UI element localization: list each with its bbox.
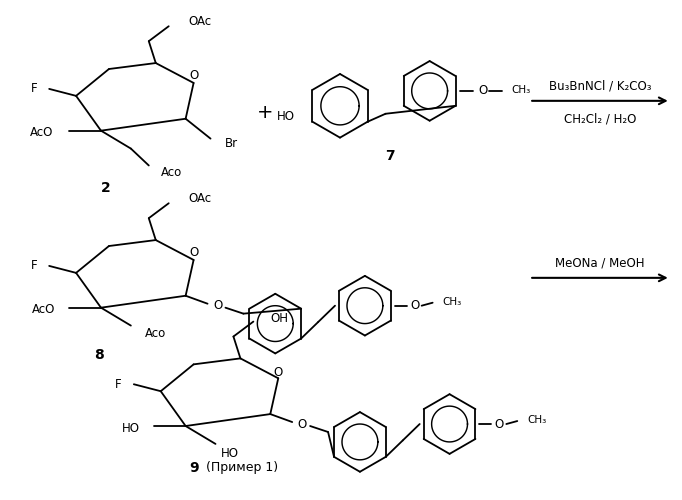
Text: HO: HO bbox=[276, 110, 295, 123]
Text: 2: 2 bbox=[101, 182, 111, 196]
Text: F: F bbox=[31, 82, 38, 96]
Text: Bu₃BnNCl / K₂CO₃: Bu₃BnNCl / K₂CO₃ bbox=[549, 80, 651, 92]
Text: HO: HO bbox=[220, 448, 239, 460]
Text: 7: 7 bbox=[385, 148, 395, 162]
Text: Br: Br bbox=[224, 137, 237, 150]
Text: Aco: Aco bbox=[145, 327, 166, 340]
Text: AcO: AcO bbox=[30, 126, 53, 139]
Text: CH₃: CH₃ bbox=[512, 85, 531, 95]
Text: OAc: OAc bbox=[189, 15, 211, 28]
Text: 9: 9 bbox=[189, 461, 198, 475]
Text: 8: 8 bbox=[94, 348, 104, 362]
Text: O: O bbox=[273, 366, 283, 379]
Text: OAc: OAc bbox=[189, 192, 211, 205]
Text: F: F bbox=[115, 378, 122, 391]
Text: O: O bbox=[410, 299, 419, 312]
Text: Aco: Aco bbox=[161, 166, 182, 179]
Text: O: O bbox=[494, 418, 504, 430]
Text: HO: HO bbox=[122, 422, 140, 434]
Text: OH: OH bbox=[270, 312, 288, 325]
Text: CH₃: CH₃ bbox=[443, 296, 462, 306]
Text: +: + bbox=[257, 104, 273, 122]
Text: O: O bbox=[189, 70, 198, 82]
Text: (Пример 1): (Пример 1) bbox=[202, 462, 278, 474]
Text: O: O bbox=[213, 299, 222, 312]
Text: CH₂Cl₂ / H₂O: CH₂Cl₂ / H₂O bbox=[564, 112, 636, 125]
Text: F: F bbox=[31, 260, 38, 272]
Text: O: O bbox=[189, 246, 198, 260]
Text: CH₃: CH₃ bbox=[527, 415, 546, 425]
Text: O: O bbox=[479, 84, 488, 98]
Text: MeONa / MeOH: MeONa / MeOH bbox=[555, 256, 644, 270]
Text: AcO: AcO bbox=[32, 303, 55, 316]
Text: O: O bbox=[297, 418, 307, 430]
